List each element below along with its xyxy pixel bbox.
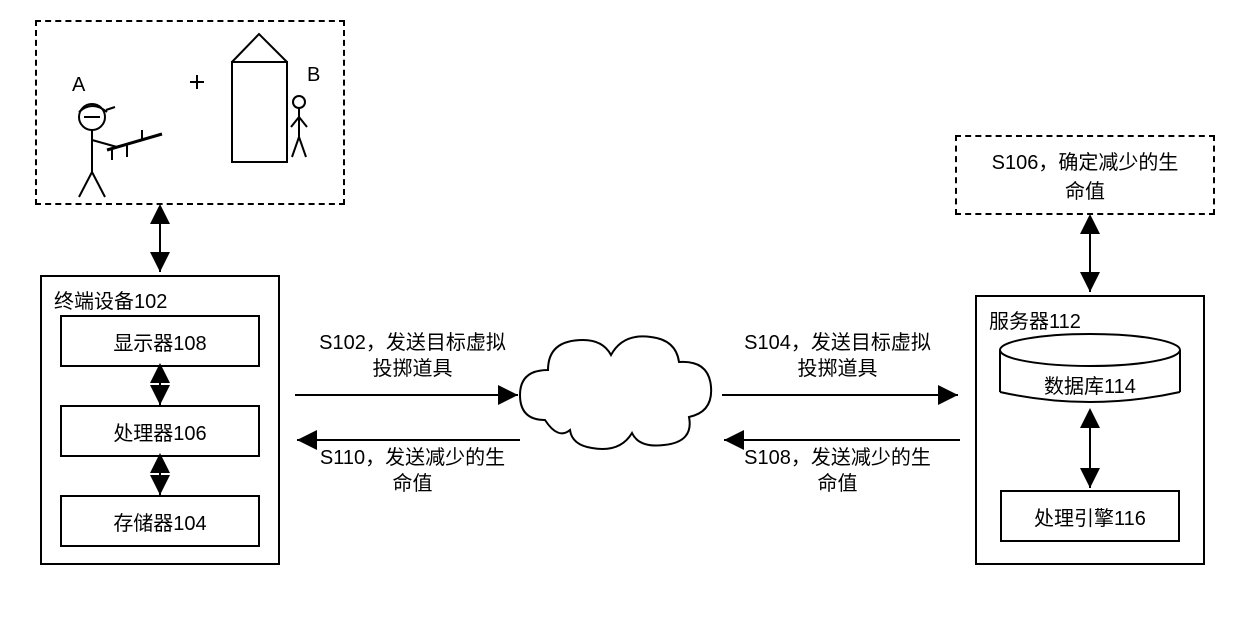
engine-label: 处理引擎116 — [1002, 502, 1178, 531]
flow-s104-label: S104，发送目标虚拟 投掷道具 — [730, 330, 945, 382]
engine-box: 处理引擎116 — [1000, 490, 1180, 542]
display-box: 显示器108 — [60, 315, 260, 367]
flow-s102-line2: 投掷道具 — [305, 356, 520, 382]
flow-s110-line2: 命值 — [305, 471, 520, 497]
terminal-title: 终端设备102 — [54, 285, 167, 314]
step-s106-line1: S106，确定减少的生 — [957, 146, 1213, 175]
flow-s108-line2: 命值 — [730, 471, 945, 497]
step-s106-box: S106，确定减少的生 命值 — [955, 135, 1215, 215]
processor-label: 处理器106 — [62, 417, 258, 446]
game-scene-illustration — [37, 22, 347, 207]
flow-s102-line1: S102，发送目标虚拟 — [305, 330, 520, 356]
network-label: 网络110 — [580, 392, 660, 421]
player-b-label: B — [307, 64, 320, 87]
flow-s104-line2: 投掷道具 — [730, 356, 945, 382]
flow-s108-label: S108，发送减少的生 命值 — [730, 445, 945, 497]
server-title: 服务器112 — [989, 305, 1081, 334]
memory-label: 存储器104 — [62, 507, 258, 536]
step-s106-line2: 命值 — [957, 175, 1213, 204]
processor-box: 处理器106 — [60, 405, 260, 457]
flow-s108-line1: S108，发送减少的生 — [730, 445, 945, 471]
flow-s110-line1: S110，发送减少的生 — [305, 445, 520, 471]
display-label: 显示器108 — [62, 327, 258, 356]
flow-s110-label: S110，发送减少的生 命值 — [305, 445, 520, 497]
database-label: 数据库114 — [1040, 370, 1140, 399]
player-a-label: A — [72, 74, 85, 97]
game-scene-box: A B — [35, 20, 345, 205]
flow-s102-label: S102，发送目标虚拟 投掷道具 — [305, 330, 520, 382]
flow-s104-line1: S104，发送目标虚拟 — [730, 330, 945, 356]
memory-box: 存储器104 — [60, 495, 260, 547]
